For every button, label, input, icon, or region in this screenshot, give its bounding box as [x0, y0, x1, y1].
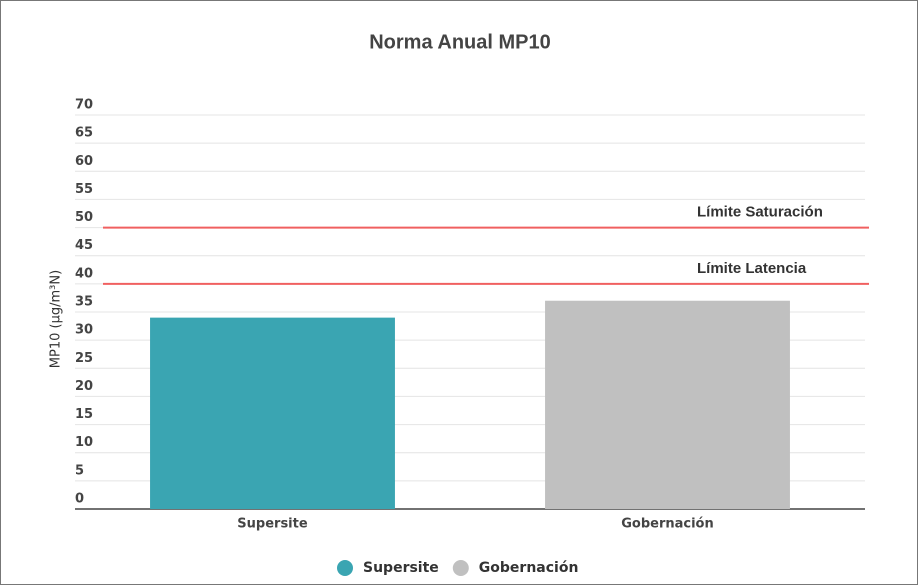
legend-label: Supersite — [363, 560, 439, 576]
reference-label: Límite Latencia — [697, 260, 807, 277]
legend-label: Gobernación — [479, 560, 579, 576]
y-tick-label: 20 — [75, 379, 93, 394]
y-tick-label: 50 — [75, 210, 93, 225]
legend-swatch — [452, 560, 469, 576]
y-tick-label: 0 — [75, 492, 84, 507]
y-tick-label: 5 — [75, 463, 84, 478]
bar — [545, 300, 790, 509]
y-tick-label: 25 — [75, 351, 93, 366]
y-tick-label: 55 — [75, 182, 93, 197]
y-tick-label: 10 — [75, 435, 93, 450]
y-tick-label: 40 — [75, 266, 93, 281]
legend-swatch — [337, 560, 353, 576]
x-tick-label: Supersite — [237, 517, 308, 532]
y-tick-label: 35 — [75, 295, 93, 310]
reference-label: Límite Saturación — [697, 204, 823, 221]
y-tick-label: 70 — [75, 98, 93, 113]
y-tick-label: 65 — [75, 126, 93, 141]
bar — [150, 317, 395, 509]
y-tick-label: 60 — [75, 154, 93, 169]
x-tick-label: Gobernación — [621, 517, 714, 532]
y-tick-label: 45 — [75, 238, 93, 253]
chart-title: Norma Anual MP10 — [369, 31, 551, 53]
y-tick-label: 30 — [75, 323, 93, 338]
y-axis-label: MP10 (µg/m³N) — [49, 270, 64, 368]
y-tick-label: 15 — [75, 407, 93, 422]
